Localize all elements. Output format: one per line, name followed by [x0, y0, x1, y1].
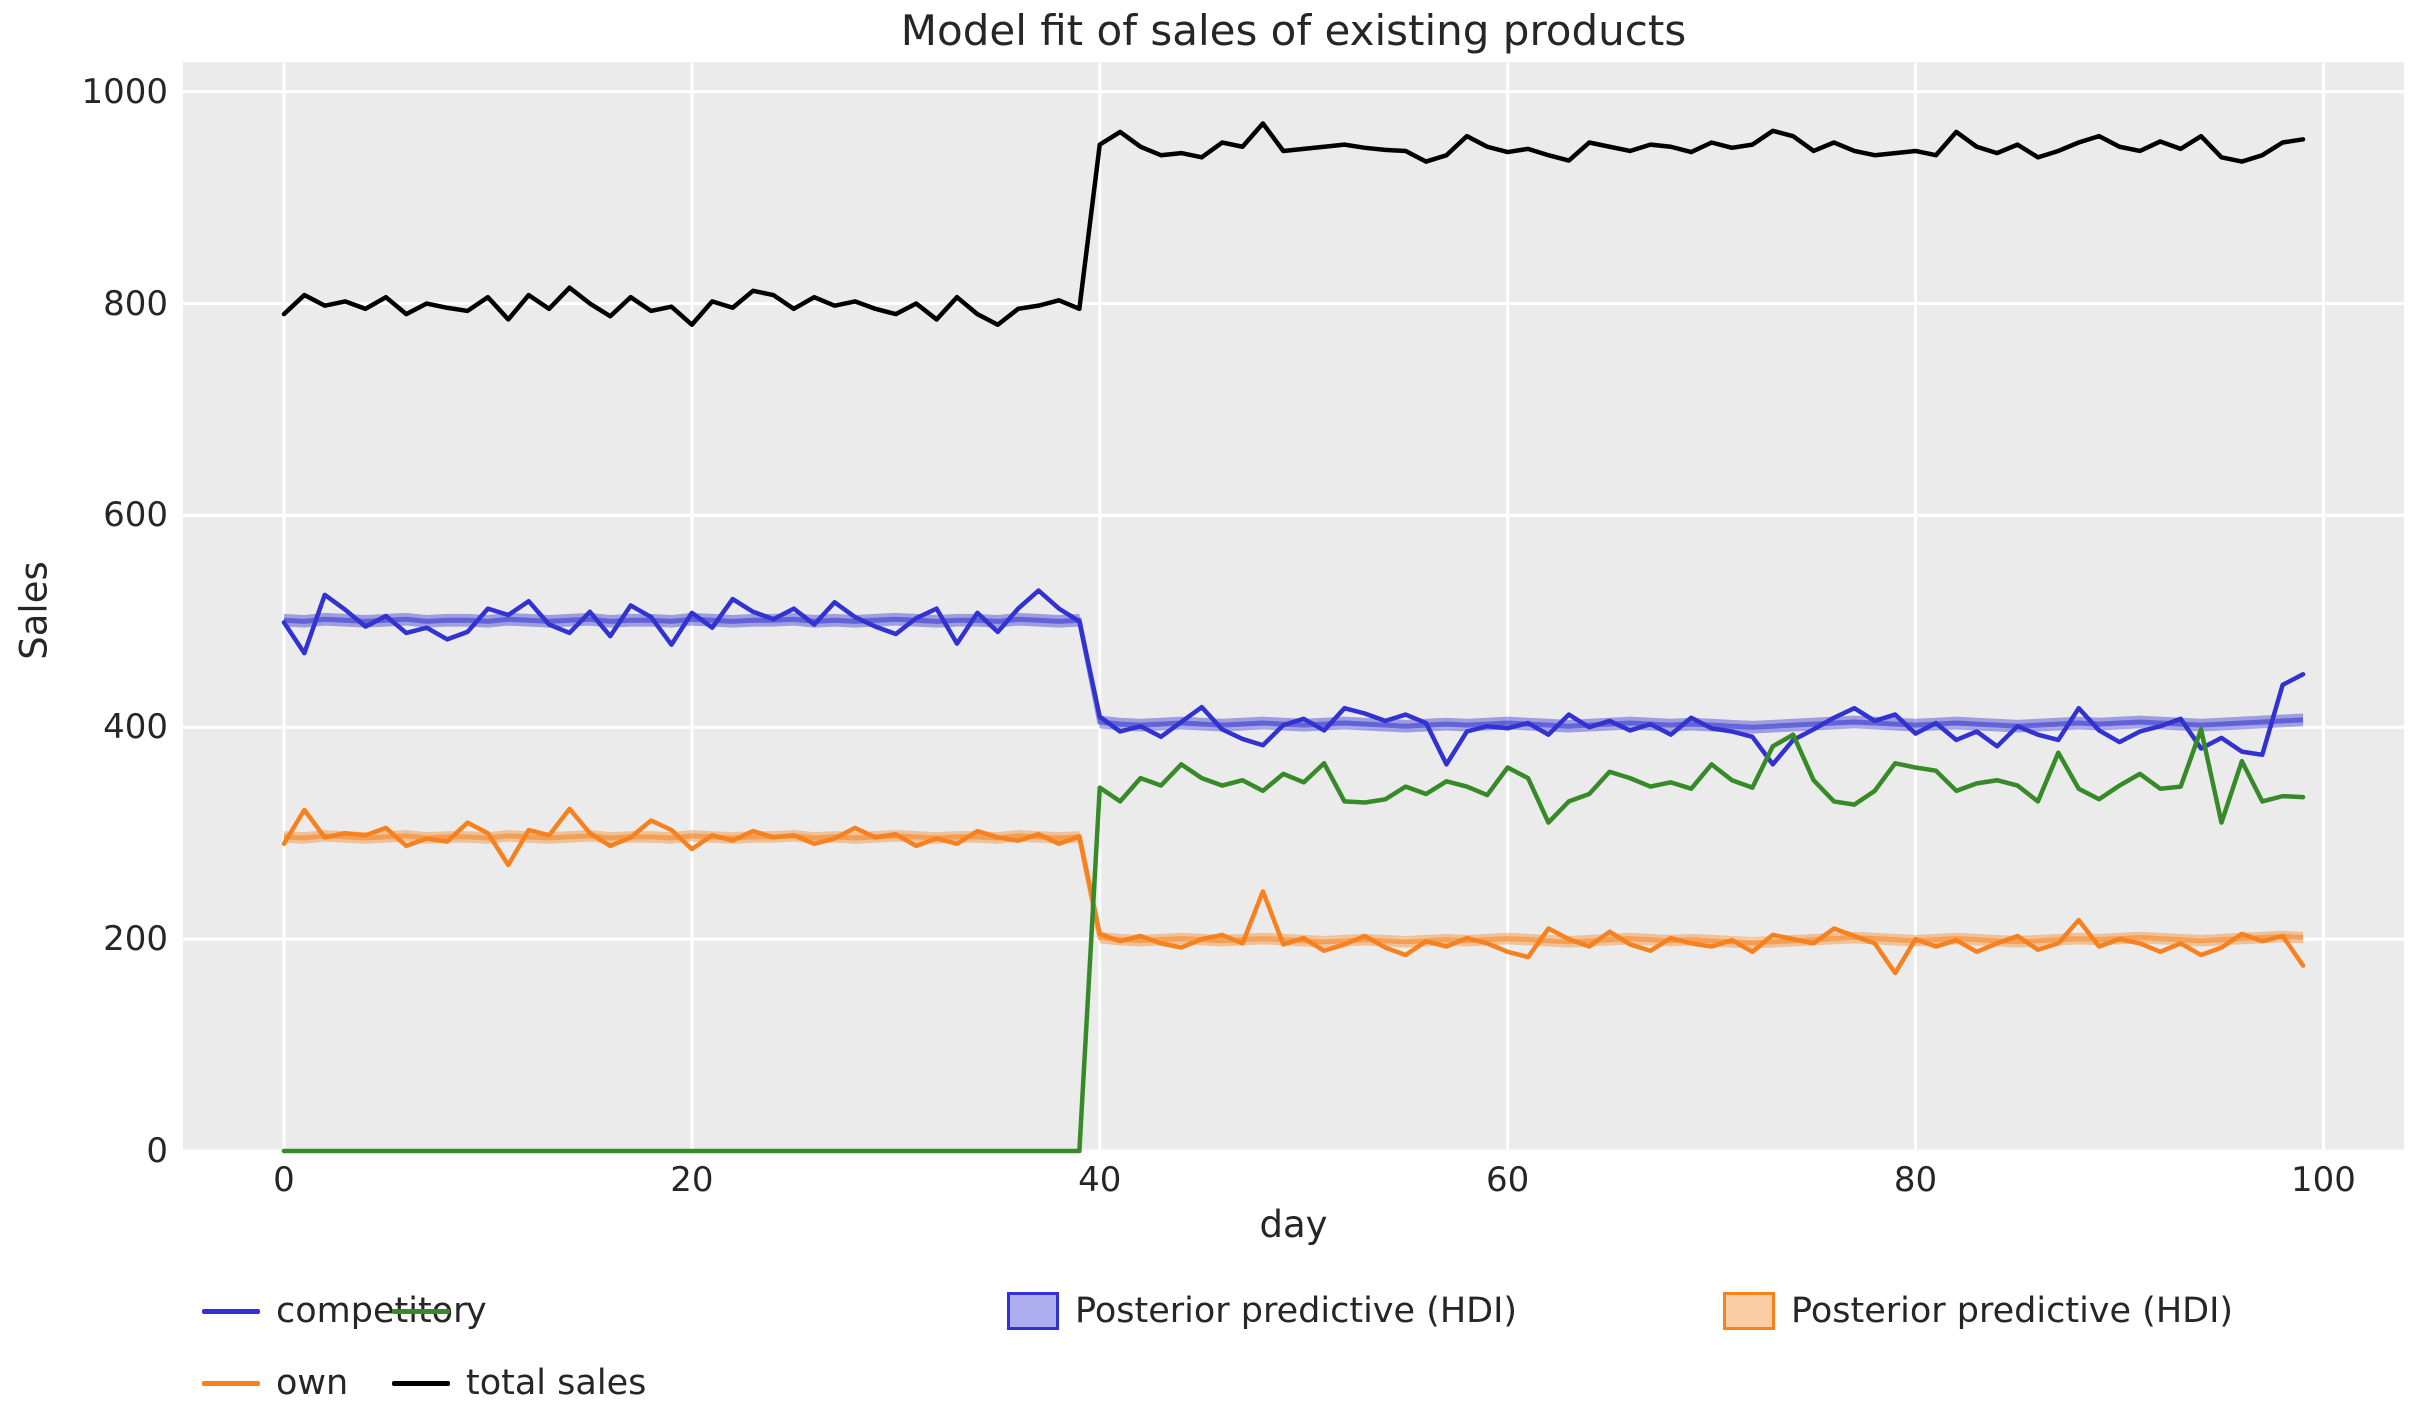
hdi-band-1	[283, 830, 2304, 949]
legend-column-1: competitor own	[202, 1286, 467, 1423]
legend-column-2: y total sales	[392, 1286, 646, 1423]
legend-line-swatch-total-sales	[392, 1380, 450, 1386]
x-tick-label: 80	[1893, 1160, 1938, 1200]
series-line-competitor	[281, 588, 2306, 767]
legend-patch-swatch-blue-hdi	[1007, 1292, 1059, 1330]
legend-label-own: own	[276, 1363, 349, 1403]
legend-item-posterior-predictive-hdi-blue: Posterior predictive (HDI)	[1007, 1286, 1517, 1336]
legend-item-posterior-predictive-hdi-orange: Posterior predictive (HDI)	[1723, 1286, 2233, 1336]
legend-line-swatch-competitor	[202, 1308, 260, 1314]
legend-item-y: y	[392, 1286, 646, 1336]
legend-column-4: Posterior predictive (HDI)	[1723, 1286, 2233, 1358]
legend: competitor own y total sales Posterior p…	[0, 1286, 2423, 1423]
legend-label-y: y	[466, 1291, 487, 1331]
x-tick-label: 0	[273, 1160, 295, 1200]
y-tick-label: 200	[103, 919, 168, 960]
x-tick-label: 20	[670, 1160, 714, 1200]
x-tick-label: 40	[1078, 1160, 1122, 1200]
series-line-y	[281, 727, 2306, 1154]
series-line-own	[281, 806, 2306, 976]
legend-line-swatch-own	[202, 1380, 260, 1386]
chart-title: Model fit of sales of existing products	[900, 6, 1687, 55]
x-axis-label: day	[1259, 1203, 1328, 1246]
x-tick-label: 100	[2290, 1160, 2356, 1200]
y-tick-label: 1000	[81, 71, 168, 112]
y-tick-label: 0	[146, 1131, 168, 1171]
series-line-total-sales	[281, 121, 2306, 327]
y-tick-label: 800	[103, 283, 168, 324]
y-tick-label: 400	[103, 707, 168, 748]
legend-line-swatch-y	[392, 1308, 450, 1314]
legend-column-3: Posterior predictive (HDI)	[1007, 1286, 1517, 1358]
legend-label-total-sales: total sales	[466, 1363, 647, 1403]
plot-background	[183, 62, 2404, 1151]
legend-patch-swatch-orange-hdi	[1723, 1292, 1775, 1330]
legend-item-total-sales: total sales	[392, 1358, 646, 1408]
legend-item-own: own	[202, 1358, 467, 1408]
y-tick-label: 600	[103, 495, 168, 536]
legend-label-blue-hdi: Posterior predictive (HDI)	[1075, 1291, 1518, 1331]
x-tick-label: 60	[1486, 1160, 1530, 1200]
legend-label-orange-hdi: Posterior predictive (HDI)	[1791, 1291, 2234, 1331]
